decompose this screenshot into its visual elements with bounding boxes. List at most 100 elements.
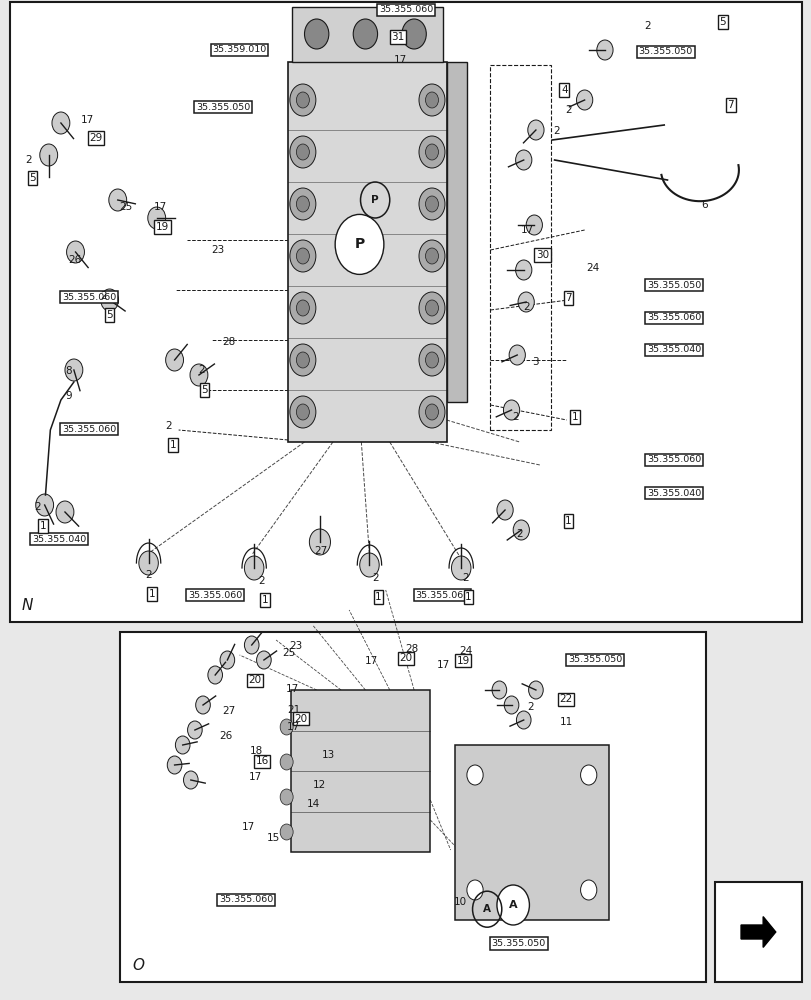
Circle shape xyxy=(296,92,309,108)
Text: 1: 1 xyxy=(571,412,577,422)
Bar xyxy=(292,7,442,62)
Circle shape xyxy=(309,529,330,555)
Circle shape xyxy=(290,292,315,324)
Polygon shape xyxy=(740,917,775,947)
Text: 35.355.060: 35.355.060 xyxy=(646,314,700,322)
Text: 2: 2 xyxy=(25,155,32,165)
Circle shape xyxy=(353,19,377,49)
Text: 26: 26 xyxy=(68,255,81,265)
Circle shape xyxy=(418,344,444,376)
Circle shape xyxy=(466,880,483,900)
Text: 5: 5 xyxy=(106,310,113,320)
Circle shape xyxy=(496,500,513,520)
Text: 25: 25 xyxy=(281,648,294,658)
Text: 29: 29 xyxy=(89,133,102,143)
Text: N: N xyxy=(22,598,33,613)
Circle shape xyxy=(175,736,190,754)
Text: 17: 17 xyxy=(81,115,94,125)
Text: 26: 26 xyxy=(219,731,232,741)
Circle shape xyxy=(466,765,483,785)
Circle shape xyxy=(296,144,309,160)
Circle shape xyxy=(596,40,612,60)
Text: 13: 13 xyxy=(321,750,334,760)
Circle shape xyxy=(109,189,127,211)
Circle shape xyxy=(65,359,83,381)
Text: 2: 2 xyxy=(461,573,468,583)
Text: 28: 28 xyxy=(222,337,235,347)
Text: 15: 15 xyxy=(267,833,280,843)
Text: 17: 17 xyxy=(285,684,298,694)
Text: 23: 23 xyxy=(289,641,303,651)
Circle shape xyxy=(425,352,438,368)
Text: 2: 2 xyxy=(552,126,559,136)
Text: A: A xyxy=(483,904,491,914)
Text: 17: 17 xyxy=(393,55,406,65)
Text: 17: 17 xyxy=(154,202,167,212)
Text: 20: 20 xyxy=(294,714,307,724)
Circle shape xyxy=(425,196,438,212)
Text: 5: 5 xyxy=(201,385,208,395)
Circle shape xyxy=(40,144,58,166)
Text: 2: 2 xyxy=(371,573,378,583)
Circle shape xyxy=(515,150,531,170)
Text: 35.355.040: 35.355.040 xyxy=(32,534,86,544)
Circle shape xyxy=(220,651,234,669)
Text: O: O xyxy=(132,958,144,973)
Text: 1: 1 xyxy=(169,440,176,450)
Circle shape xyxy=(418,188,444,220)
Circle shape xyxy=(401,19,426,49)
Text: 19: 19 xyxy=(456,656,470,666)
Circle shape xyxy=(527,120,543,140)
Circle shape xyxy=(290,188,315,220)
Circle shape xyxy=(280,754,293,770)
Bar xyxy=(714,882,801,982)
Circle shape xyxy=(508,345,525,365)
Circle shape xyxy=(195,696,210,714)
Circle shape xyxy=(513,520,529,540)
Text: 1: 1 xyxy=(465,592,471,602)
Text: 2: 2 xyxy=(145,570,152,580)
Circle shape xyxy=(418,240,444,272)
Text: 35.355.040: 35.355.040 xyxy=(646,488,700,497)
Text: 4: 4 xyxy=(560,85,567,95)
Circle shape xyxy=(359,553,379,577)
Circle shape xyxy=(256,651,271,669)
Text: 27: 27 xyxy=(221,706,235,716)
Text: 2: 2 xyxy=(522,302,529,312)
Text: 28: 28 xyxy=(405,644,418,654)
Circle shape xyxy=(139,551,158,575)
Text: 21: 21 xyxy=(287,705,300,715)
Text: 30: 30 xyxy=(535,250,548,260)
Circle shape xyxy=(516,711,530,729)
Text: 35.355.060: 35.355.060 xyxy=(62,424,116,434)
Text: 18: 18 xyxy=(250,746,263,756)
Circle shape xyxy=(296,404,309,420)
Circle shape xyxy=(296,300,309,316)
Circle shape xyxy=(296,352,309,368)
Text: 27: 27 xyxy=(314,546,327,556)
Circle shape xyxy=(496,885,529,925)
Circle shape xyxy=(244,636,259,654)
Circle shape xyxy=(580,880,596,900)
Text: 9: 9 xyxy=(66,391,72,401)
Circle shape xyxy=(290,136,315,168)
Bar xyxy=(288,62,446,442)
Text: 2: 2 xyxy=(644,21,650,31)
Circle shape xyxy=(290,240,315,272)
Text: 35.355.060: 35.355.060 xyxy=(415,590,469,599)
Text: 20: 20 xyxy=(399,653,412,663)
Text: 7: 7 xyxy=(727,100,733,110)
Circle shape xyxy=(451,556,470,580)
Text: 14: 14 xyxy=(307,799,320,809)
Text: 1: 1 xyxy=(40,521,46,531)
Text: 2: 2 xyxy=(258,576,264,586)
Circle shape xyxy=(280,824,293,840)
Text: 35.355.050: 35.355.050 xyxy=(491,939,545,948)
Text: 22: 22 xyxy=(559,694,572,704)
Circle shape xyxy=(503,400,519,420)
Text: 31: 31 xyxy=(391,32,404,42)
Circle shape xyxy=(56,501,74,523)
Text: 2: 2 xyxy=(101,291,107,301)
Circle shape xyxy=(418,292,444,324)
Text: 35.355.050: 35.355.050 xyxy=(196,103,250,111)
